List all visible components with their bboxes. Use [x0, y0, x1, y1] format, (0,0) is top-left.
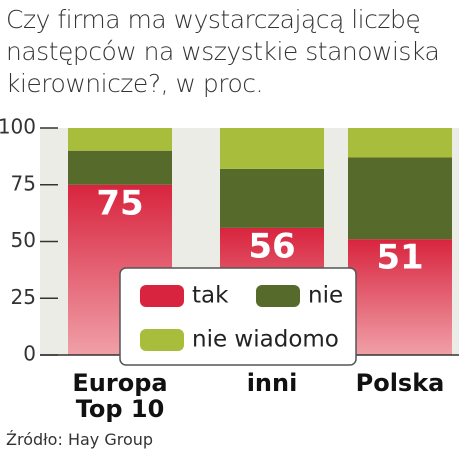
y-tick-label: 100: [0, 115, 36, 139]
bar-segment: [348, 239, 452, 355]
data-label: 56: [248, 226, 295, 266]
y-tick-label: 25: [11, 285, 36, 309]
data-label: 75: [96, 183, 143, 223]
legend-swatch: [140, 329, 184, 351]
legend: tak nie nie wiadomo: [119, 267, 357, 366]
source: Źródło: Hay Group: [6, 430, 154, 449]
legend-label: nie wiadomo: [192, 327, 339, 353]
x-tick-label: Polska: [355, 369, 445, 397]
chart-title: Czy firma ma wystarczającą liczbę następ…: [6, 5, 440, 98]
y-tick-label: 75: [11, 171, 36, 195]
bar-segment: [348, 157, 452, 240]
bar-segment: [68, 128, 172, 151]
bar-segment: [348, 128, 452, 158]
bar-segment: [220, 168, 324, 228]
legend-swatch: [256, 285, 300, 307]
y-tick-label: 50: [11, 228, 36, 252]
legend-label: tak: [192, 283, 229, 309]
legend-label: nie: [308, 283, 343, 309]
x-tick-label: inni: [246, 369, 298, 397]
data-label: 51: [376, 238, 423, 278]
y-tick-label: 0: [23, 342, 36, 366]
bar-segment: [220, 128, 324, 169]
legend-swatch: [140, 285, 184, 307]
bar-segment: [68, 150, 172, 185]
x-tick-label: Europa Top 10: [72, 369, 168, 423]
